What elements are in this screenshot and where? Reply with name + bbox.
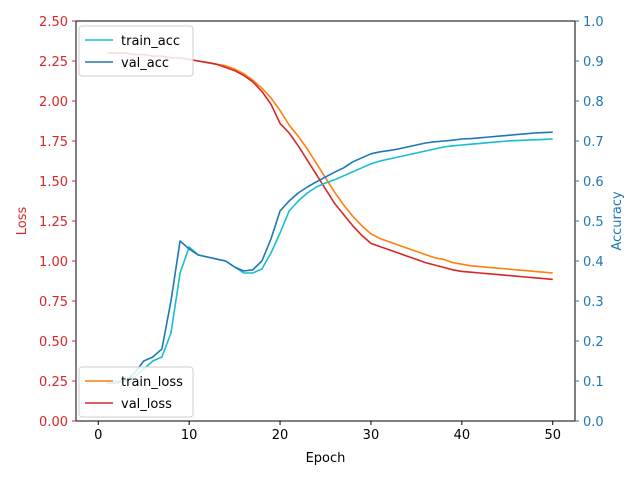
- x-tick-label: 40: [454, 428, 471, 443]
- series-line-train_loss: [107, 52, 553, 274]
- legend-loss: train_loss val_loss: [78, 366, 194, 418]
- left-y-axis-label: Loss: [15, 207, 30, 236]
- right-y-tick-label: 0.9: [583, 55, 604, 70]
- left-y-tick-label: 2.00: [39, 95, 68, 110]
- right-y-tick-label: 0.5: [583, 215, 604, 230]
- legend-box: [78, 366, 194, 418]
- right-y-tick-label: 1.0: [583, 15, 604, 30]
- right-y-tick-label: 0.2: [583, 335, 604, 350]
- right-y-tick-label: 0.1: [583, 375, 604, 390]
- legend-label-val_acc: val_acc: [121, 56, 169, 71]
- series-line-val_acc: [107, 131, 553, 384]
- left-y-tick-label: 0.50: [39, 335, 68, 350]
- x-tick-label: 20: [272, 428, 289, 443]
- left-y-tick-label: 2.25: [39, 55, 68, 70]
- right-y-tick-label: 0.4: [583, 255, 604, 270]
- series-line-val_loss: [107, 52, 553, 281]
- left-y-tick-label: 0.25: [39, 375, 68, 390]
- x-axis-label: Epoch: [306, 451, 346, 466]
- legend-box: [78, 25, 194, 77]
- axes: 0 10 20 30 40 50 0.00 0.25 0.50 0.75 1.00 1.25 1.50 1…: [39, 15, 604, 443]
- right-y-tick-label: 0.3: [583, 295, 604, 310]
- right-y-tick-label: 0.6: [583, 175, 604, 190]
- legend-label-train_loss: train_loss: [121, 375, 183, 390]
- left-y-tick-label: 2.50: [39, 15, 68, 30]
- legend-accuracy: train_acc val_acc: [78, 25, 194, 77]
- right-y-tick-label: 0.7: [583, 135, 604, 150]
- legend-label-train_acc: train_acc: [121, 34, 180, 49]
- left-y-tick-label: 1.25: [39, 215, 68, 230]
- legends: train_acc val_acc train_loss val_loss: [78, 25, 194, 418]
- legend-label-val_loss: val_loss: [121, 397, 172, 412]
- series-lines: [107, 52, 553, 384]
- left-y-tick-label: 1.00: [39, 255, 68, 270]
- right-y-tick-label: 0.8: [583, 95, 604, 110]
- left-y-tick-label: 1.50: [39, 175, 68, 190]
- left-y-tick-label: 0.00: [39, 415, 68, 430]
- series-line-train_acc: [107, 138, 553, 382]
- right-y-axis-label: Accuracy: [610, 191, 625, 251]
- x-tick-label: 0: [94, 428, 102, 443]
- right-y-tick-label: 0.0: [583, 415, 604, 430]
- plot-frame: [75, 20, 576, 422]
- x-tick-label: 30: [363, 428, 380, 443]
- x-tick-label: 50: [544, 428, 561, 443]
- x-tick-label: 10: [181, 428, 198, 443]
- left-y-tick-label: 0.75: [39, 295, 68, 310]
- left-y-tick-label: 1.75: [39, 135, 68, 150]
